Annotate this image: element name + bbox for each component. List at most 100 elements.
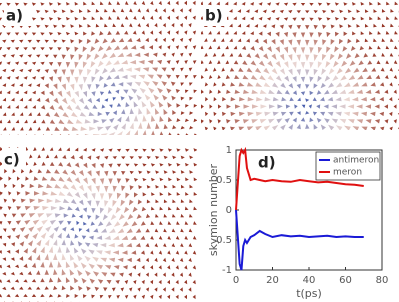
spin-cone: [389, 111, 393, 117]
y-axis-label: skymion number: [207, 163, 220, 256]
spin-cone: [145, 37, 149, 43]
spin-cone: [92, 243, 99, 248]
spin-cone: [3, 198, 8, 203]
spin-cone: [250, 45, 256, 51]
spin-cone: [155, 199, 159, 204]
spin-cone: [155, 170, 160, 174]
spin-cone: [48, 76, 54, 82]
spin-cone: [162, 257, 167, 263]
spin-cone: [107, 89, 112, 94]
spin-cone: [347, 89, 355, 94]
spin-cone: [53, 112, 60, 118]
spin-cone: [44, 253, 49, 261]
spin-cone: [158, 0, 162, 6]
spin-cone: [112, 8, 117, 13]
spin-cone: [14, 61, 20, 65]
spin-cone: [188, 257, 192, 263]
spin-cone: [91, 294, 96, 299]
spin-cone: [37, 169, 43, 174]
spin-cone: [148, 45, 154, 50]
spin-cone: [189, 111, 194, 115]
spin-cone: [184, 89, 189, 94]
spin-cone: [53, 54, 58, 59]
spin-cone: [36, 112, 41, 117]
spin-cone: [150, 221, 155, 225]
spin-cone: [121, 123, 127, 130]
spin-cone: [167, 116, 173, 123]
spin-cone: [175, 45, 180, 50]
spin-cone: [189, 96, 193, 101]
spin-cone: [26, 134, 27, 135]
spin-cone: [185, 191, 189, 196]
spin-cone: [349, 60, 356, 67]
spin-cone: [24, 206, 31, 211]
spin-cone: [313, 83, 318, 89]
spin-cone: [6, 2, 11, 6]
spin-cone: [11, 227, 16, 233]
spin-cone: [31, 32, 37, 36]
spin-cone: [112, 23, 117, 27]
spin-cone: [158, 45, 162, 50]
spin-cone: [393, 74, 398, 80]
spin-cone: [53, 239, 58, 246]
spin-cone: [48, 277, 54, 283]
spin-cone: [36, 239, 42, 247]
spin-cone: [352, 16, 356, 21]
spin-cone: [84, 242, 91, 248]
spin-cone: [237, 9, 242, 13]
spin-cone: [21, 183, 25, 189]
spin-cone: [217, 119, 222, 124]
spin-cone: [168, 192, 172, 196]
spin-cone: [361, 82, 368, 87]
spin-cone: [57, 261, 62, 268]
spin-cone: [390, 8, 394, 13]
spin-cone: [209, 89, 213, 94]
spin-cone: [221, 67, 225, 72]
spin-cone: [23, 90, 28, 95]
spin-cone: [29, 154, 33, 159]
spin-cone: [305, 123, 310, 129]
spin-cone: [379, 96, 384, 102]
spin-cone: [250, 75, 258, 80]
spin-cone: [133, 148, 139, 152]
spin-cone: [141, 0, 146, 6]
spin-cone: [28, 213, 36, 218]
spin-cone: [120, 23, 125, 28]
spin-cone: [339, 24, 344, 29]
spin-cone: [99, 148, 105, 152]
spin-cone: [11, 97, 15, 102]
spin-cone: [241, 45, 247, 50]
spin-cone: [292, 61, 297, 69]
spin-cone: [87, 68, 92, 76]
spin-cone: [10, 271, 15, 276]
spin-cone: [111, 287, 116, 292]
spin-cone: [40, 294, 45, 298]
spin-cone: [65, 233, 71, 239]
spin-cone: [196, 39, 197, 40]
spin-cone: [70, 9, 75, 13]
spin-cone: [216, 1, 220, 6]
spin-cone: [78, 184, 85, 192]
spin-cone: [78, 228, 83, 232]
spin-cone: [142, 67, 150, 72]
spin-cone: [36, 39, 41, 43]
spin-cone: [300, 32, 306, 38]
spin-cone: [2, 272, 7, 276]
spin-cone: [36, 24, 41, 29]
spin-cone: [139, 45, 145, 50]
x-axis-label: t(ps): [296, 287, 322, 300]
spin-cone: [162, 8, 167, 13]
spin-cone: [393, 60, 398, 65]
spin-cone: [374, 89, 380, 94]
spin-cone: [86, 53, 92, 61]
spin-cone: [126, 242, 133, 248]
spin-cone: [192, 235, 197, 240]
spin-cone: [305, 84, 310, 89]
spin-cone: [171, 228, 176, 233]
spin-cone: [70, 39, 75, 44]
spin-cone: [74, 191, 81, 199]
spin-cone: [84, 119, 92, 124]
spin-cone: [28, 126, 33, 131]
spin-cone: [246, 53, 252, 58]
spin-cone: [146, 107, 151, 115]
